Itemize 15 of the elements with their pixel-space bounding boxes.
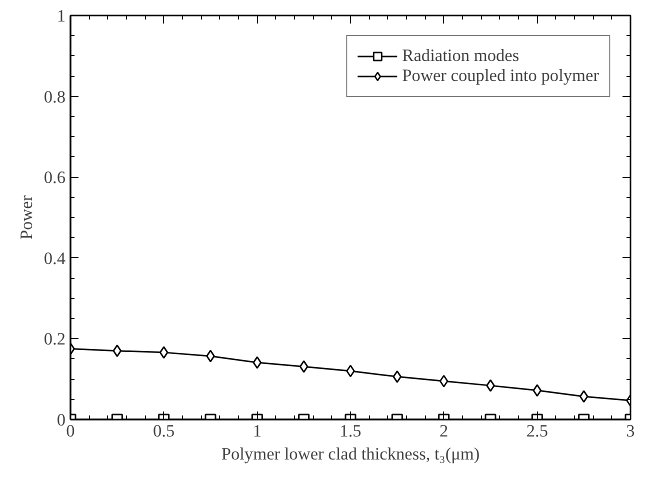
x-tick-label: 1 [252, 422, 262, 440]
y-tick-label: 1 [56, 6, 66, 26]
legend-label: Power coupled into polymer [402, 66, 599, 86]
x-axis-title: Polymer lower clad thickness, t₃(μm) [221, 444, 480, 464]
x-tick-label: 3 [626, 422, 635, 440]
y-tick-label: 0.4 [44, 248, 66, 268]
x-tick-label: 2 [440, 422, 448, 440]
x-tick-label: 2.5 [526, 422, 548, 440]
y-tick-label: 0.6 [44, 168, 66, 188]
x-tick-label: 1.5 [340, 422, 362, 440]
legend-label: Radiation modes [402, 46, 520, 66]
x-tick-label: 0.5 [153, 422, 175, 440]
y-axis-title: Power [16, 195, 36, 240]
y-tick-label: 0.8 [44, 87, 66, 106]
y-tick-label: 0.2 [44, 330, 66, 349]
